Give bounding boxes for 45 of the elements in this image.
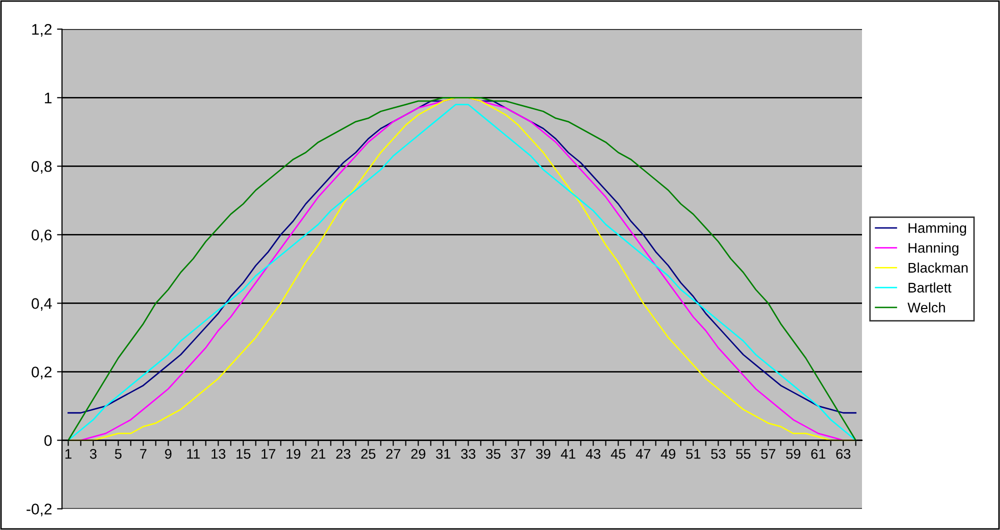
- x-tick-label: 49: [660, 448, 676, 459]
- x-tick-label: 29: [411, 448, 426, 459]
- x-tick-label: 3: [90, 448, 96, 459]
- legend-label: Blackman: [908, 262, 968, 273]
- x-tick-label: 25: [361, 448, 376, 459]
- x-tick-label: 57: [761, 449, 776, 459]
- x-tick-label: 47: [636, 449, 650, 459]
- x-tick-label: 19: [286, 448, 300, 459]
- x-tick-label: 11: [187, 449, 200, 459]
- x-tick-label: 63: [836, 448, 850, 459]
- x-tick-label: 61: [811, 448, 826, 459]
- x-tick-label: 39: [536, 448, 550, 459]
- y-tick-label: 0,6: [32, 230, 52, 242]
- y-tick-label: 0,2: [32, 366, 52, 380]
- y-tick-label: 1,2: [32, 24, 52, 37]
- x-tick-label: 9: [165, 448, 172, 459]
- x-tick-label: 21: [311, 448, 326, 459]
- x-tick-label: 43: [586, 448, 600, 459]
- legend-label: Hanning: [908, 242, 958, 256]
- x-tick-label: 51: [686, 449, 700, 459]
- x-tick-label: 27: [386, 448, 400, 459]
- x-tick-label: 33: [461, 448, 476, 459]
- x-tick-label: 15: [236, 449, 250, 459]
- x-tick-label: 59: [786, 448, 800, 459]
- x-tick-label: 5: [114, 449, 122, 459]
- y-tick-label: 0: [44, 435, 52, 446]
- x-tick-label: 23: [336, 448, 350, 459]
- x-tick-label: 55: [736, 449, 750, 459]
- x-tick-label: 1: [65, 449, 72, 459]
- legend-label: Welch: [908, 302, 945, 312]
- x-tick-label: 35: [486, 448, 500, 459]
- x-tick-label: 53: [711, 448, 726, 459]
- y-tick-label: 0,4: [32, 298, 52, 311]
- legend-label: Bartlett: [908, 282, 952, 293]
- y-tick-label: 1: [44, 92, 52, 104]
- legend-label: Hamming: [908, 222, 966, 236]
- x-tick-label: 31: [436, 448, 450, 459]
- x-tick-label: 45: [610, 449, 626, 459]
- x-tick-label: 41: [560, 449, 576, 459]
- y-tick-label: -0,2: [26, 504, 52, 516]
- x-tick-label: 37: [511, 448, 526, 459]
- x-tick-label: 7: [140, 449, 146, 459]
- x-tick-label: 17: [262, 449, 276, 459]
- x-tick-label: 13: [212, 448, 226, 459]
- y-tick-label: 0,8: [32, 161, 52, 174]
